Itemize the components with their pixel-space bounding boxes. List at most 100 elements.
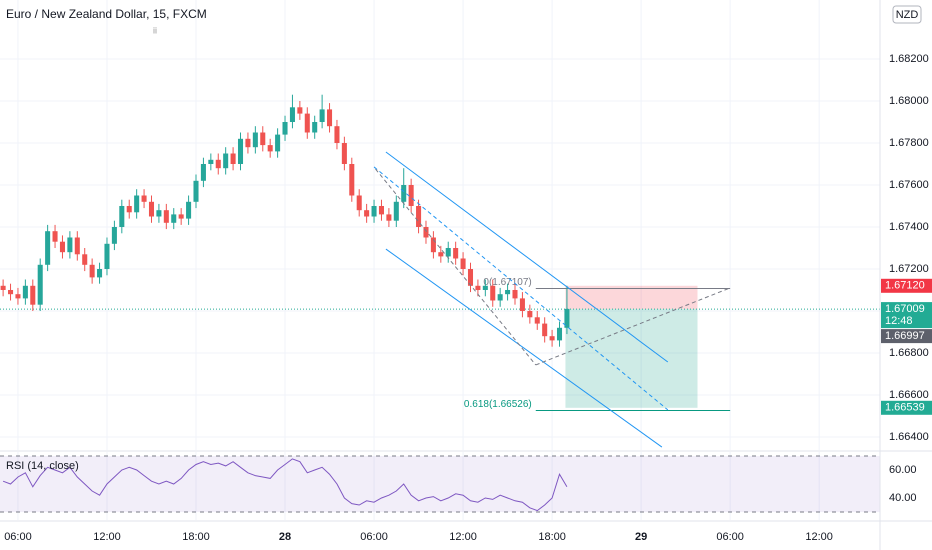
candle-body <box>134 195 140 213</box>
candle-body <box>304 113 310 133</box>
currency: NZD <box>896 9 919 21</box>
x-tick-label: 06:00 <box>360 531 388 543</box>
candle-body <box>37 264 43 305</box>
candle-body <box>482 285 488 290</box>
x-tick-label: 28 <box>279 531 291 543</box>
candle-body <box>356 195 362 211</box>
candle-body <box>401 184 407 202</box>
price-label-box <box>881 278 932 293</box>
x-tick-label: 18:00 <box>538 531 566 543</box>
candle-body <box>67 237 73 253</box>
candle-body <box>223 153 229 169</box>
candle-body <box>163 210 169 223</box>
countdown: 12:48 <box>885 315 913 327</box>
x-tick-label: 06:00 <box>4 531 32 543</box>
candle-body <box>156 210 162 217</box>
indicator-mark: ii <box>153 25 157 35</box>
rsi-band <box>0 456 880 513</box>
candle-body <box>549 336 555 341</box>
candle-body <box>52 231 58 242</box>
candle-body <box>22 285 28 299</box>
candle-body <box>82 254 88 265</box>
candle-body <box>148 201 155 217</box>
trend-line <box>385 248 663 448</box>
candle-body <box>193 180 199 202</box>
y-tick-label: 1.66800 <box>889 347 929 359</box>
candle-body <box>430 237 436 253</box>
price-label-box <box>881 329 932 344</box>
x-tick-label: 29 <box>635 531 647 543</box>
candle-body <box>475 285 481 290</box>
candle-body <box>59 241 65 253</box>
candle-body <box>319 109 325 123</box>
candle-body <box>45 231 51 265</box>
candle-body <box>97 268 103 278</box>
candle-body <box>141 195 147 202</box>
candle-body <box>89 264 95 278</box>
candle-body <box>490 285 496 301</box>
candle-body <box>208 159 214 164</box>
candle-body <box>393 201 399 221</box>
candle-body <box>564 308 570 328</box>
candle-body <box>178 214 184 219</box>
rsi-tick-label: 40.00 <box>889 492 917 504</box>
trend-line <box>373 166 669 411</box>
candle-body <box>386 214 392 221</box>
trend-line <box>375 168 537 366</box>
candle-body <box>519 298 525 311</box>
y-tick-label: 1.68000 <box>889 95 929 107</box>
candle-body <box>438 252 444 257</box>
x-tick-label: 12:00 <box>93 531 121 543</box>
y-tick-label: 1.67600 <box>889 179 929 191</box>
candle-body <box>289 107 295 123</box>
rsi-title: RSI (14, close) <box>6 460 79 472</box>
candle-body <box>408 184 414 206</box>
y-tick-label: 1.68200 <box>889 53 929 65</box>
y-tick-label: 1.66600 <box>889 389 929 401</box>
candle-body <box>200 163 206 181</box>
price-label-box <box>881 302 932 329</box>
currency-badge[interactable] <box>892 5 922 24</box>
candle-body <box>497 294 503 301</box>
x-tick-label: 12:00 <box>805 531 833 543</box>
y-tick-label: 1.67400 <box>889 221 929 233</box>
x-tick-label: 12:00 <box>449 531 477 543</box>
candle-body <box>460 258 466 269</box>
candle-body <box>371 205 377 217</box>
fib-label: 0.618(1.66526) <box>464 399 532 410</box>
candle-body <box>445 247 451 257</box>
fib-label: 0(1.67107) <box>483 277 531 288</box>
candle-body <box>111 226 117 244</box>
trend-line <box>385 151 669 363</box>
chart-title: Euro / New Zealand Dollar, 15, FXCM <box>6 7 207 21</box>
candle-body <box>327 109 333 127</box>
candle-body <box>416 205 422 227</box>
candle-body <box>453 247 459 259</box>
candle-body <box>334 126 340 144</box>
price-label: 1.66539 <box>885 402 925 414</box>
candle-body <box>74 237 80 255</box>
candle-body <box>186 201 192 219</box>
candle-body <box>237 138 244 164</box>
price-label: 1.67009 <box>885 303 925 315</box>
price-label-box <box>881 400 932 415</box>
price-label: 1.67120 <box>885 280 925 292</box>
target-zone <box>565 309 698 408</box>
price-label: 1.66997 <box>885 330 925 342</box>
candle-body <box>282 122 288 135</box>
candle-body <box>542 323 548 337</box>
candle-body <box>230 153 236 164</box>
candle-body <box>349 163 355 196</box>
candle-body <box>556 327 563 341</box>
candle-body <box>534 317 540 324</box>
candle-body <box>267 145 273 152</box>
x-tick-label: 18:00 <box>182 531 210 543</box>
candle-body <box>467 268 474 286</box>
candle-body <box>512 289 518 299</box>
candle-body <box>364 210 370 217</box>
plot: 0(1.67107) 0.618(1.66526) <box>0 0 880 520</box>
rsi-tick-label: 60.00 <box>889 464 917 476</box>
y-tick-label: 1.67200 <box>889 263 929 275</box>
candle-body <box>252 132 258 148</box>
